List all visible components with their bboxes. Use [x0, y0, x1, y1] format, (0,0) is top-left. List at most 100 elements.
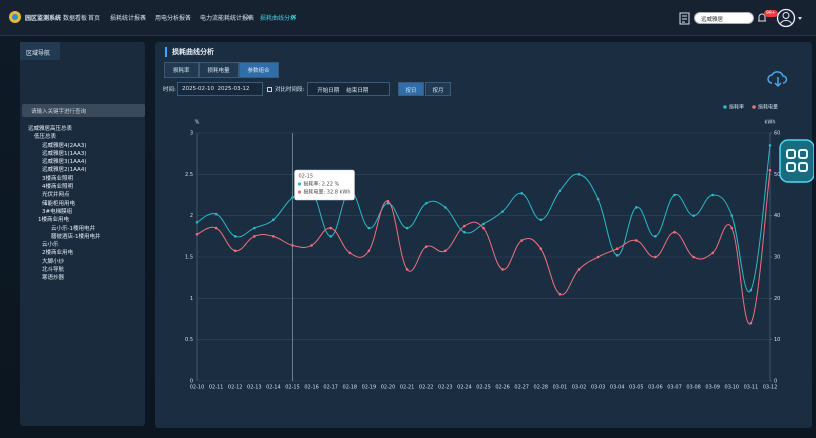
- search-input[interactable]: 远威雅居: [694, 12, 754, 24]
- tree-node[interactable]: 储能柜用用电: [42, 200, 76, 207]
- tree: 远威雅居高压总表 低压总表 远威雅居4(2AA3) 远威雅居1(1AA3) 远威…: [24, 125, 101, 283]
- close-icon[interactable]: [247, 15, 251, 19]
- tree-node[interactable]: 远威雅居4(2AA3): [42, 142, 87, 149]
- tree-node[interactable]: 远威雅居3(1AA4): [42, 159, 87, 166]
- point: [444, 206, 447, 209]
- point: [405, 268, 409, 271]
- x-tick-label: 02-10: [190, 385, 205, 391]
- y-tick-label: 2: [190, 213, 193, 219]
- date-range[interactable]: 2025-02-10 2025-03-12: [177, 82, 263, 96]
- point: [463, 224, 466, 228]
- app-grid-button[interactable]: [778, 138, 814, 184]
- checkbox[interactable]: [267, 87, 272, 92]
- point: [749, 288, 753, 292]
- report-icon[interactable]: [679, 12, 691, 25]
- point: [768, 144, 772, 147]
- caret[interactable]: [798, 17, 803, 21]
- point: [482, 222, 485, 226]
- panel-tab[interactable]: 损耗电量: [198, 62, 239, 78]
- point: [405, 226, 409, 230]
- x-tick-label: 02-20: [381, 385, 396, 391]
- point: [692, 214, 695, 217]
- panel-tabs: 损耗率 损耗电量 参数组合: [164, 62, 279, 78]
- compare-start: 开始日期: [317, 88, 340, 94]
- tab[interactable]: 损耗曲线分析: [260, 15, 297, 22]
- x-tick-label: 02-16: [304, 385, 319, 391]
- menu-item[interactable]: 首页: [88, 15, 101, 22]
- granularity-button[interactable]: 按月: [425, 82, 451, 96]
- point: [214, 226, 218, 230]
- tree-node[interactable]: 寒语炒器: [42, 275, 65, 282]
- x-tick-label: 02-19: [362, 385, 377, 391]
- compare-label: 对比时间段:: [275, 87, 305, 93]
- y-tick-label: 0.5: [185, 337, 193, 343]
- tree-node[interactable]: 光伏并网点: [42, 192, 70, 199]
- point: [424, 201, 428, 205]
- close-icon[interactable]: [141, 15, 145, 19]
- point: [596, 197, 600, 201]
- panel-tab[interactable]: 损耗率: [164, 62, 199, 78]
- tree-node[interactable]: 云小乐-1楼用电井: [51, 225, 95, 232]
- sidebar: 区域导航 请输入关键字进行查询 远威雅居高压总表 低压总表 远威雅居4(2AA3…: [20, 42, 145, 426]
- tree-node[interactable]: 远威雅居2(1AA4): [42, 167, 87, 174]
- point: [272, 235, 275, 238]
- point: [386, 199, 390, 203]
- tab[interactable]: 损耗统计报表: [110, 15, 147, 22]
- point: [654, 255, 657, 259]
- panel-tab[interactable]: 参数组合: [238, 62, 279, 78]
- download-icon[interactable]: [767, 68, 789, 88]
- point: [749, 321, 753, 325]
- tooltip-line-text: 损耗率: 2.22 %: [304, 181, 340, 188]
- point: [730, 214, 734, 217]
- point: [673, 193, 676, 197]
- close-icon[interactable]: [292, 15, 296, 19]
- tree-node[interactable]: 3#电梯膜组: [42, 208, 73, 215]
- point: [348, 251, 352, 255]
- avatar[interactable]: [776, 8, 796, 28]
- x-tick-label: 03-03: [591, 385, 606, 391]
- tree-node[interactable]: 北斗导航: [42, 267, 65, 274]
- y2-tick-label: 60: [774, 131, 780, 137]
- tree-node[interactable]: 远威雅居1(1AA3): [42, 150, 87, 157]
- tree-node[interactable]: 云小乐: [42, 242, 59, 249]
- tab[interactable]: 用电分析报告: [155, 15, 192, 22]
- point: [214, 212, 218, 216]
- x-tick-label: 02-27: [514, 385, 529, 391]
- bell-icon[interactable]: [757, 12, 767, 24]
- x-tick-label: 02-25: [476, 385, 491, 391]
- point: [195, 220, 199, 224]
- tree-node[interactable]: 膳彼酒店-1楼用电井: [51, 233, 101, 240]
- point: [520, 239, 523, 242]
- x-tick-label: 03-11: [744, 385, 759, 391]
- start-date: 2025-02-10: [182, 86, 214, 92]
- tab[interactable]: 电力流能耗统计报表: [200, 15, 255, 22]
- x-tick-label: 03-02: [572, 385, 587, 391]
- menu-item[interactable]: 数据看板: [63, 15, 88, 22]
- tree-search[interactable]: 请输入关键字进行查询: [22, 104, 145, 117]
- compare-range[interactable]: 开始日期 结束日期: [307, 82, 390, 96]
- x-tick-label: 02-17: [323, 385, 338, 391]
- tree-node[interactable]: 3楼商业照明: [42, 175, 73, 182]
- point: [768, 168, 772, 172]
- point: [195, 232, 199, 236]
- close-icon[interactable]: [186, 15, 190, 19]
- point: [253, 235, 256, 238]
- tree-node[interactable]: 4楼商业照明: [42, 184, 73, 191]
- tree-node[interactable]: 低压总表: [34, 134, 57, 141]
- y-tick-label: 2.5: [185, 172, 193, 178]
- logo-icon: [9, 11, 21, 23]
- point: [654, 235, 657, 238]
- point: [501, 268, 504, 271]
- x-tick-label: 02-11: [209, 385, 224, 391]
- top-nav: 园区监测系统 数据看板 首页 损耗统计报表 用电分析报告 电力流能耗统计报表 损…: [0, 0, 816, 36]
- point: [577, 173, 581, 176]
- tree-node[interactable]: 1楼商业用电: [38, 217, 69, 224]
- tree-node[interactable]: 远威雅居高压总表: [28, 126, 73, 132]
- tree-node[interactable]: 大脚小炒: [42, 258, 65, 265]
- granularity-button[interactable]: 按日: [398, 82, 424, 96]
- x-tick-label: 02-26: [495, 385, 510, 391]
- tree-node[interactable]: 2楼商业用电: [42, 250, 73, 257]
- point: [482, 226, 485, 230]
- sidebar-title: 区域导航: [20, 42, 60, 60]
- point: [424, 245, 428, 248]
